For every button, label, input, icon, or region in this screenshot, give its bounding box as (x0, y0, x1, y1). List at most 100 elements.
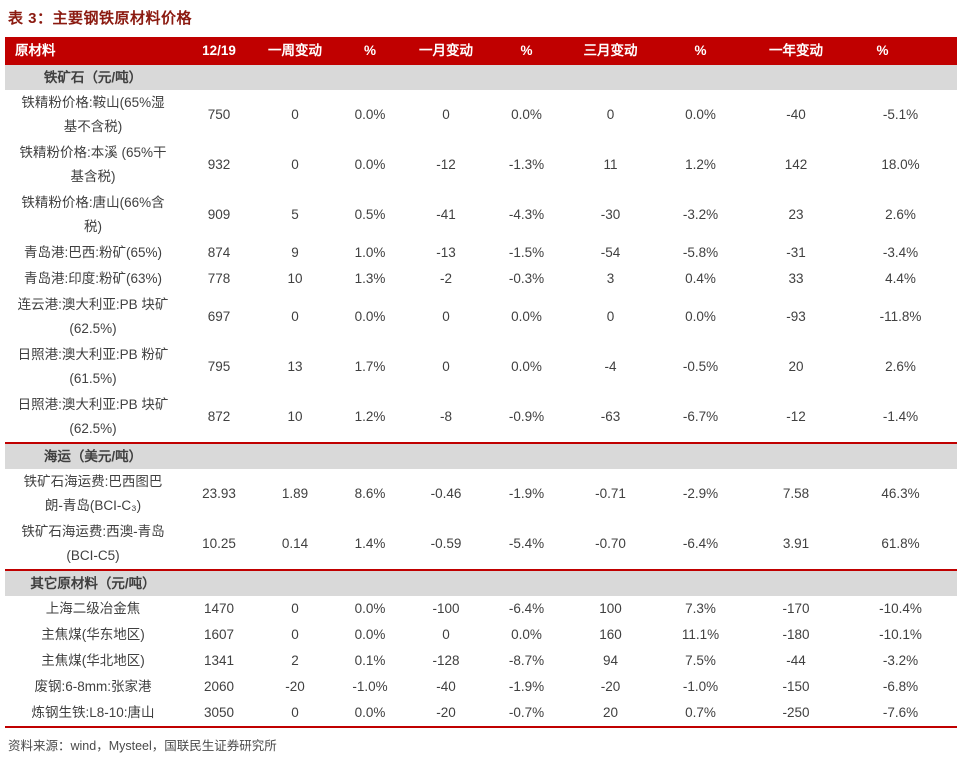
section-row: 铁矿石（元/吨） (5, 65, 957, 90)
cell-value: -13 (436, 245, 456, 260)
table-row: 青岛港:巴西:粉矿(65%) 874 9 1.0% -13 -1.5% -54 -5.8% -3… (5, 240, 957, 266)
cell-value: 0 (291, 627, 299, 642)
table-row: 上海二级冶金焦 1470 0 0.0% -100 -6.4% 100 7.3% -170 -10.… (5, 596, 957, 622)
cell-value: 909 (207, 207, 231, 222)
cell-value: 1.4% (354, 536, 386, 551)
cell-value: 10 (287, 409, 303, 424)
cell-value: 20 (788, 359, 804, 374)
cell-value: 7.5% (685, 653, 716, 668)
cell-value: 33 (788, 271, 804, 286)
cell-value: 0.0% (354, 601, 386, 616)
cell-value: 46.3% (881, 486, 920, 501)
cell-value: -54 (600, 245, 621, 260)
cell-value: 7.3% (685, 601, 716, 616)
cell-value: 0.0% (354, 627, 386, 642)
row-label: 铁矿石海运费:巴西图巴 朗-青岛(BCI-C₃) (23, 474, 163, 513)
section-header: 其它原材料（元/吨） (5, 569, 181, 596)
column-header-week-change: 一周变动 (257, 37, 333, 65)
cell-value: -150 (782, 679, 810, 694)
cell-value: -7.6% (844, 700, 957, 728)
cell-value: 3 (606, 271, 615, 286)
table-body: 铁矿石（元/吨） 铁精粉价格:鞍山(65%湿 基不含税) 750 0 0.0% 0 0.0%… (5, 65, 957, 728)
cell-value: -4 (604, 359, 617, 374)
cell-value: -0.3% (508, 271, 545, 286)
row-label: 铁精粉价格:唐山(66%含 税) (21, 195, 165, 234)
table-row: 日照港:澳大利亚:PB 块矿 (62.5%) 872 10 1.2% -8 -0.9% -6… (5, 392, 957, 443)
cell-value: 160 (599, 627, 622, 642)
cell-value: 0.0% (354, 157, 386, 172)
cell-value: 0.7% (653, 700, 748, 728)
cell-value: 142 (784, 157, 808, 172)
cell-value: 0.5% (354, 207, 386, 222)
table-title: 表 3：主要钢铁原材料价格 (8, 10, 193, 27)
cell-value: -10.4% (879, 601, 922, 616)
cell-value: 0.0% (511, 107, 542, 122)
cell-value: -10.1% (879, 627, 922, 642)
cell-value: 4.4% (885, 271, 916, 286)
cell-value: 8.6% (354, 486, 386, 501)
cell-value: 100 (599, 601, 622, 616)
cell-value: -0.71 (595, 486, 626, 501)
cell-value: -100 (432, 601, 460, 616)
row-label: 上海二级冶金焦 (45, 601, 141, 616)
cell-value: -44 (786, 653, 806, 668)
cell-value: -0.70 (595, 536, 626, 551)
table-row: 铁矿石海运费:巴西图巴 朗-青岛(BCI-C₃) 23.93 1.89 8.6% -0.… (5, 469, 957, 519)
cell-value: 23 (788, 207, 804, 222)
cell-value: 9 (291, 245, 299, 260)
cell-value: 0 (606, 107, 615, 122)
cell-value: 0 (291, 601, 299, 616)
column-header-date: 12/19 (181, 37, 257, 65)
cell-value: -1.9% (508, 679, 545, 694)
cell-value: -8.7% (508, 653, 545, 668)
cell-value: 0 (442, 107, 450, 122)
cell-value: -6.4% (682, 536, 719, 551)
section-header: 铁矿石（元/吨） (5, 65, 181, 90)
source-note: 资料来源：wind，Mysteel，国联民生证券研究所 (8, 739, 277, 753)
cell-value: -4.3% (508, 207, 545, 222)
cell-value: 0.0% (685, 309, 716, 324)
cell-value: 3.91 (782, 536, 810, 551)
cell-value: 0.14 (281, 536, 309, 551)
cell-value: 23.93 (202, 486, 236, 501)
cell-value: 795 (207, 359, 231, 374)
cell-value: 0 (291, 309, 299, 324)
cell-value: -5.1% (882, 107, 919, 122)
cell-value: 7.58 (782, 486, 810, 501)
cell-value: 0.0% (685, 107, 716, 122)
cell-value: -0.9% (508, 409, 545, 424)
table-row: 废钢:6-8mm:张家港 2060 -20 -1.0% -40 -1.9% -20 -1.0%… (5, 674, 957, 700)
column-header-week-pct: % (333, 37, 407, 65)
row-label: 日照港:澳大利亚:PB 粉矿 (61.5%) (17, 347, 169, 386)
table-row: 铁精粉价格:唐山(66%含 税) 909 5 0.5% -41 -4.3% -30 -3.2%… (5, 190, 957, 240)
cell-value: 1341 (203, 653, 235, 668)
table-row: 铁精粉价格:本溪 (65%干 基含税) 932 0 0.0% -12 -1.3% 11 1.2… (5, 140, 957, 190)
row-label: 废钢:6-8mm:张家港 (34, 679, 152, 694)
column-header-month-change: 一月变动 (407, 37, 485, 65)
cell-value: 0.0% (333, 700, 407, 728)
cell-value: 0 (291, 107, 299, 122)
raw-materials-price-table: 原材料 12/19 一周变动 % 一月变动 % 三月变动 % 一年变动 % 铁矿… (5, 37, 957, 728)
cell-value: -6.8% (882, 679, 919, 694)
cell-value: 872 (207, 409, 231, 424)
cell-value: 697 (207, 309, 231, 324)
section-header-filler (181, 65, 957, 90)
cell-value: -20 (407, 700, 485, 728)
cell-value: 0.0% (511, 627, 542, 642)
cell-value: 0.1% (354, 653, 386, 668)
cell-value: -12 (436, 157, 456, 172)
cell-value: -40 (786, 107, 806, 122)
cell-value: 10 (287, 271, 303, 286)
cell-value: -41 (436, 207, 456, 222)
cell-value: 1607 (203, 627, 235, 642)
cell-value: 1.89 (281, 486, 309, 501)
row-label: 炼钢生铁:L8-10:唐山 (5, 700, 181, 728)
cell-value: 1.3% (354, 271, 386, 286)
cell-value: 3050 (181, 700, 257, 728)
column-header-year-pct: % (844, 37, 957, 65)
cell-value: -20 (285, 679, 305, 694)
cell-value: -6.4% (508, 601, 545, 616)
row-label: 铁精粉价格:鞍山(65%湿 基不含税) (21, 95, 165, 134)
cell-value: -30 (600, 207, 621, 222)
